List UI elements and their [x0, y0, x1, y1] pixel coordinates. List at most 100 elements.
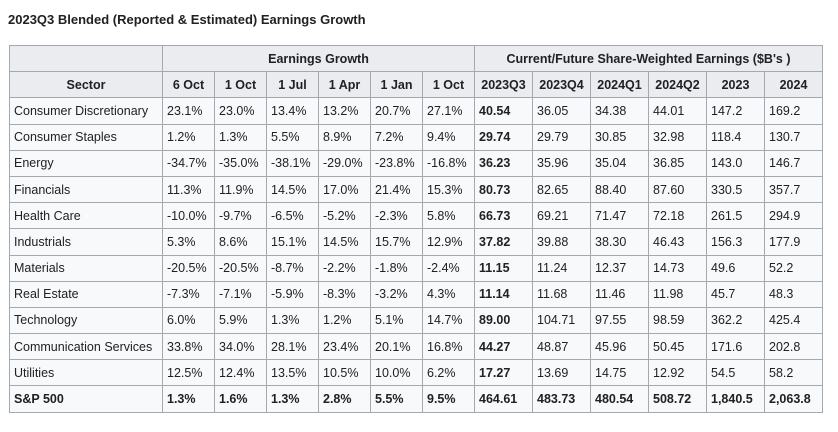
earnings-cell: 36.23 — [474, 149, 533, 177]
sector-cell: Materials — [9, 254, 163, 282]
earnings-cell: 11.14 — [474, 280, 533, 308]
growth-cell: 5.1% — [370, 306, 423, 335]
earnings-cell: 29.79 — [532, 123, 591, 151]
growth-cell: 15.3% — [422, 175, 475, 204]
growth-cell: 5.9% — [214, 306, 267, 335]
earnings-cell: 37.82 — [474, 228, 533, 256]
growth-cell: -1.8% — [370, 254, 423, 282]
earnings-cell: 464.61 — [474, 385, 533, 413]
column-header: 1 Oct — [214, 71, 267, 99]
table-title: 2023Q3 Blended (Reported & Estimated) Ea… — [8, 12, 366, 27]
earnings-cell: 34.38 — [590, 97, 649, 125]
earnings-growth-table: Earnings Growth Current/Future Share-Wei… — [9, 44, 823, 413]
earnings-cell: 11.46 — [590, 280, 649, 308]
column-header: 2024Q1 — [590, 71, 649, 99]
table-body: Consumer Discretionary 23.1% 23.0% 13.4% 13.… — [9, 97, 823, 413]
earnings-cell: 362.2 — [706, 306, 765, 335]
growth-cell: 12.5% — [162, 359, 215, 387]
sector-cell: Utilities — [9, 359, 163, 387]
growth-cell: 28.1% — [266, 333, 319, 361]
growth-cell: 14.5% — [266, 175, 319, 204]
earnings-cell: 48.3 — [764, 280, 823, 308]
earnings-cell: 87.60 — [648, 175, 707, 204]
earnings-cell: 69.21 — [532, 202, 591, 230]
growth-cell: -8.3% — [318, 280, 371, 308]
clipped-previous-content — [0, 0, 838, 4]
earnings-cell: 82.65 — [532, 175, 591, 204]
column-header: 2024Q2 — [648, 71, 707, 99]
column-header: 1 Oct — [422, 71, 475, 99]
growth-cell: -7.1% — [214, 280, 267, 308]
earnings-cell: 14.75 — [590, 359, 649, 387]
growth-cell: 1.2% — [162, 123, 215, 151]
growth-cell: -5.2% — [318, 202, 371, 230]
column-header-row: Sector 6 Oct 1 Oct 1 Jul 1 Apr 1 Jan 1 Oct 2023… — [9, 71, 823, 99]
growth-cell: -5.9% — [266, 280, 319, 308]
earnings-cell: 156.3 — [706, 228, 765, 256]
sector-cell: Consumer Discretionary — [9, 97, 163, 125]
earnings-cell: 66.73 — [474, 202, 533, 230]
growth-cell: -20.5% — [162, 254, 215, 282]
earnings-cell: 202.8 — [764, 333, 823, 361]
earnings-cell: 35.96 — [532, 149, 591, 177]
sector-cell: Communication Services — [9, 333, 163, 361]
earnings-cell: 49.6 — [706, 254, 765, 282]
growth-cell: 7.2% — [370, 123, 423, 151]
growth-cell: 15.7% — [370, 228, 423, 256]
growth-cell: 6.2% — [422, 359, 475, 387]
earnings-growth-group-header: Earnings Growth — [162, 44, 475, 73]
table-row: Real Estate -7.3% -7.1% -5.9% -8.3% -3.2% 4.3%… — [9, 280, 823, 308]
column-header: 2023Q4 — [532, 71, 591, 99]
earnings-cell: 54.5 — [706, 359, 765, 387]
earnings-cell: 171.6 — [706, 333, 765, 361]
table-row: Health Care -10.0% -9.7% -6.5% -5.2% -2.3% 5.8… — [9, 202, 823, 230]
earnings-cell: 147.2 — [706, 97, 765, 125]
earnings-cell: 261.5 — [706, 202, 765, 230]
table-row: Utilities 12.5% 12.4% 13.5% 10.5% 10.0% 6.2% 17… — [9, 359, 823, 387]
growth-cell: 1.3% — [266, 306, 319, 335]
earnings-cell: 97.55 — [590, 306, 649, 335]
growth-cell: 27.1% — [422, 97, 475, 125]
earnings-cell: 104.71 — [532, 306, 591, 335]
empty-header-cell — [9, 44, 163, 73]
earnings-cell: 2,063.8 — [764, 385, 823, 413]
table-row: Communication Services 33.8% 34.0% 28.1% 23.… — [9, 333, 823, 361]
growth-cell: 9.5% — [422, 385, 475, 413]
column-header: 2023 — [706, 71, 765, 99]
table-row: Technology 6.0% 5.9% 1.3% 1.2% 5.1% 14.7% 89.00… — [9, 306, 823, 335]
earnings-cell: 89.00 — [474, 306, 533, 335]
earnings-cell: 169.2 — [764, 97, 823, 125]
growth-cell: -6.5% — [266, 202, 319, 230]
column-header-sector: Sector — [9, 71, 163, 99]
group-header-row: Earnings Growth Current/Future Share-Wei… — [9, 44, 823, 73]
earnings-cell: 13.69 — [532, 359, 591, 387]
earnings-cell: 11.98 — [648, 280, 707, 308]
growth-cell: 33.8% — [162, 333, 215, 361]
earnings-cell: 12.37 — [590, 254, 649, 282]
earnings-cell: 35.04 — [590, 149, 649, 177]
growth-cell: 21.4% — [370, 175, 423, 204]
earnings-cell: 508.72 — [648, 385, 707, 413]
earnings-cell: 330.5 — [706, 175, 765, 204]
table-row: Materials -20.5% -20.5% -8.7% -2.2% -1.8% -2.4… — [9, 254, 823, 282]
table-row: Energy -34.7% -35.0% -38.1% -29.0% -23.8% -16.… — [9, 149, 823, 177]
column-header: 6 Oct — [162, 71, 215, 99]
growth-cell: -2.4% — [422, 254, 475, 282]
earnings-cell: 39.88 — [532, 228, 591, 256]
growth-cell: -38.1% — [266, 149, 319, 177]
growth-cell: -34.7% — [162, 149, 215, 177]
growth-cell: 2.8% — [318, 385, 371, 413]
earnings-cell: 50.45 — [648, 333, 707, 361]
earnings-cell: 45.7 — [706, 280, 765, 308]
growth-cell: 4.3% — [422, 280, 475, 308]
earnings-cell: 46.43 — [648, 228, 707, 256]
growth-cell: 23.0% — [214, 97, 267, 125]
growth-cell: 9.4% — [422, 123, 475, 151]
earnings-cell: 71.47 — [590, 202, 649, 230]
growth-cell: 20.1% — [370, 333, 423, 361]
growth-cell: 11.3% — [162, 175, 215, 204]
sector-cell: Technology — [9, 306, 163, 335]
growth-cell: 5.8% — [422, 202, 475, 230]
earnings-cell: 29.74 — [474, 123, 533, 151]
earnings-cell: 32.98 — [648, 123, 707, 151]
